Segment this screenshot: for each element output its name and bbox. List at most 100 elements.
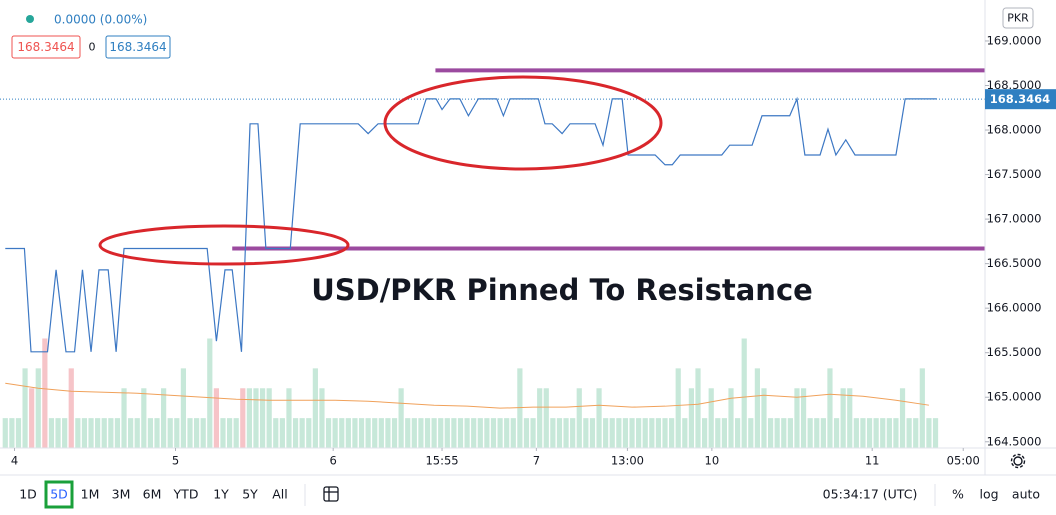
- range-button[interactable]: 1M: [81, 487, 100, 502]
- y-tick-label: 168.0000: [987, 123, 1042, 137]
- volume-bar: [622, 418, 629, 448]
- volume-ma: [5, 382, 929, 409]
- auto-toggle[interactable]: auto: [1012, 487, 1040, 502]
- bid-box[interactable]: [11, 35, 81, 59]
- range-button[interactable]: 1D: [19, 487, 37, 502]
- currency: PKR: [1007, 12, 1029, 25]
- volume-bar: [886, 418, 892, 448]
- price-pane: [0, 68, 985, 353]
- volume-bar: [444, 418, 450, 448]
- volume-bar: [800, 388, 807, 448]
- volume-bar: [55, 418, 61, 448]
- volume-bar: [424, 418, 431, 448]
- volume-bar: [457, 418, 464, 448]
- volume-bar: [807, 418, 813, 448]
- volume-bar: [451, 418, 457, 448]
- x-tick-label: 05:00: [947, 454, 980, 468]
- volume-bar: [180, 368, 187, 448]
- volume-bar: [603, 418, 609, 448]
- y-tick-label: 168.5000: [987, 78, 1042, 92]
- x-tick-label: 7: [533, 454, 540, 468]
- volume-bar: [669, 418, 675, 448]
- y-tick-label: 166.5000: [987, 256, 1042, 270]
- settings-icon[interactable]: [1010, 453, 1026, 469]
- volume-bar: [9, 418, 15, 448]
- volume-bar: [2, 418, 8, 448]
- volume-bar: [609, 418, 615, 448]
- volume-bar: [418, 418, 424, 448]
- volume-bar: [471, 418, 477, 448]
- volume-bar: [365, 418, 371, 448]
- volume-bar: [325, 418, 332, 448]
- volume-bar: [259, 388, 266, 448]
- volume-bar: [543, 388, 549, 448]
- volume-bar: [286, 388, 292, 448]
- volume-bar: [398, 388, 404, 448]
- volume-bar: [438, 418, 444, 448]
- volume-bar: [213, 388, 219, 448]
- volume-bar: [913, 418, 919, 448]
- volume-bar: [497, 418, 503, 448]
- x-tick-label: 4: [11, 454, 18, 468]
- range-button[interactable]: 5Y: [242, 487, 258, 502]
- last-price-box: [985, 89, 1056, 110]
- clock: 05:34:17 (UTC): [823, 487, 918, 502]
- volume-bar: [114, 418, 121, 448]
- volume-bar: [75, 418, 81, 448]
- range-button[interactable]: All: [272, 487, 288, 502]
- volume-bar: [596, 388, 602, 448]
- x-tick-label: 6: [330, 454, 337, 468]
- currency-box[interactable]: [1002, 7, 1034, 29]
- volume-bar: [893, 418, 899, 448]
- y-tick-label: 169.0000: [987, 33, 1042, 47]
- volume-bar: [246, 388, 252, 448]
- volume-bar: [629, 418, 635, 448]
- volume-bar: [134, 418, 140, 448]
- volume-bar: [510, 418, 516, 448]
- y-tick-label: 165.5000: [987, 345, 1042, 359]
- status-dot: [26, 15, 34, 23]
- volume-bar: [814, 418, 820, 448]
- percent-toggle[interactable]: %: [952, 487, 964, 502]
- volume-bar: [345, 418, 351, 448]
- range-button[interactable]: YTD: [173, 487, 199, 502]
- volume-bar: [48, 418, 55, 448]
- volume-bar: [174, 418, 180, 448]
- volume-bar: [734, 418, 741, 448]
- volume-bar: [484, 418, 490, 448]
- selected-range: [44, 480, 74, 509]
- range-button[interactable]: 1Y: [213, 487, 229, 502]
- highlight-ellipse: [98, 224, 350, 266]
- volume-bar: [530, 418, 536, 448]
- volume-bar: [899, 388, 906, 448]
- volume-bar: [299, 418, 305, 448]
- volume-bar: [464, 418, 470, 448]
- volume-bar: [141, 388, 147, 448]
- volume-bar: [781, 418, 787, 448]
- range-button[interactable]: 5D: [50, 487, 68, 502]
- volume-bar: [827, 368, 833, 448]
- log-toggle[interactable]: log: [979, 487, 998, 502]
- x-tick-label: 11: [865, 454, 880, 468]
- volume-bar: [853, 418, 859, 448]
- y-tick-label: 167.0000: [987, 212, 1042, 226]
- range-button[interactable]: 6M: [143, 487, 162, 502]
- volume-bar: [154, 418, 160, 448]
- y-tick-label: 167.5000: [987, 167, 1042, 181]
- volume-bar: [556, 418, 563, 448]
- ask-box[interactable]: [105, 35, 171, 59]
- volume-bar: [794, 388, 800, 448]
- compare-icon[interactable]: [323, 486, 339, 502]
- volume-bar: [128, 418, 134, 448]
- volume-bar: [81, 418, 88, 448]
- range-button[interactable]: 3M: [112, 487, 131, 502]
- volume-bar: [761, 388, 767, 448]
- volume-bar: [741, 338, 747, 448]
- volume-bar: [279, 418, 285, 448]
- volume-bar: [431, 418, 437, 448]
- volume-bar: [233, 418, 239, 448]
- change: 0.0000 (0.00%): [54, 13, 147, 27]
- x-tick-label: 5: [172, 454, 179, 468]
- volume-bar: [517, 368, 523, 448]
